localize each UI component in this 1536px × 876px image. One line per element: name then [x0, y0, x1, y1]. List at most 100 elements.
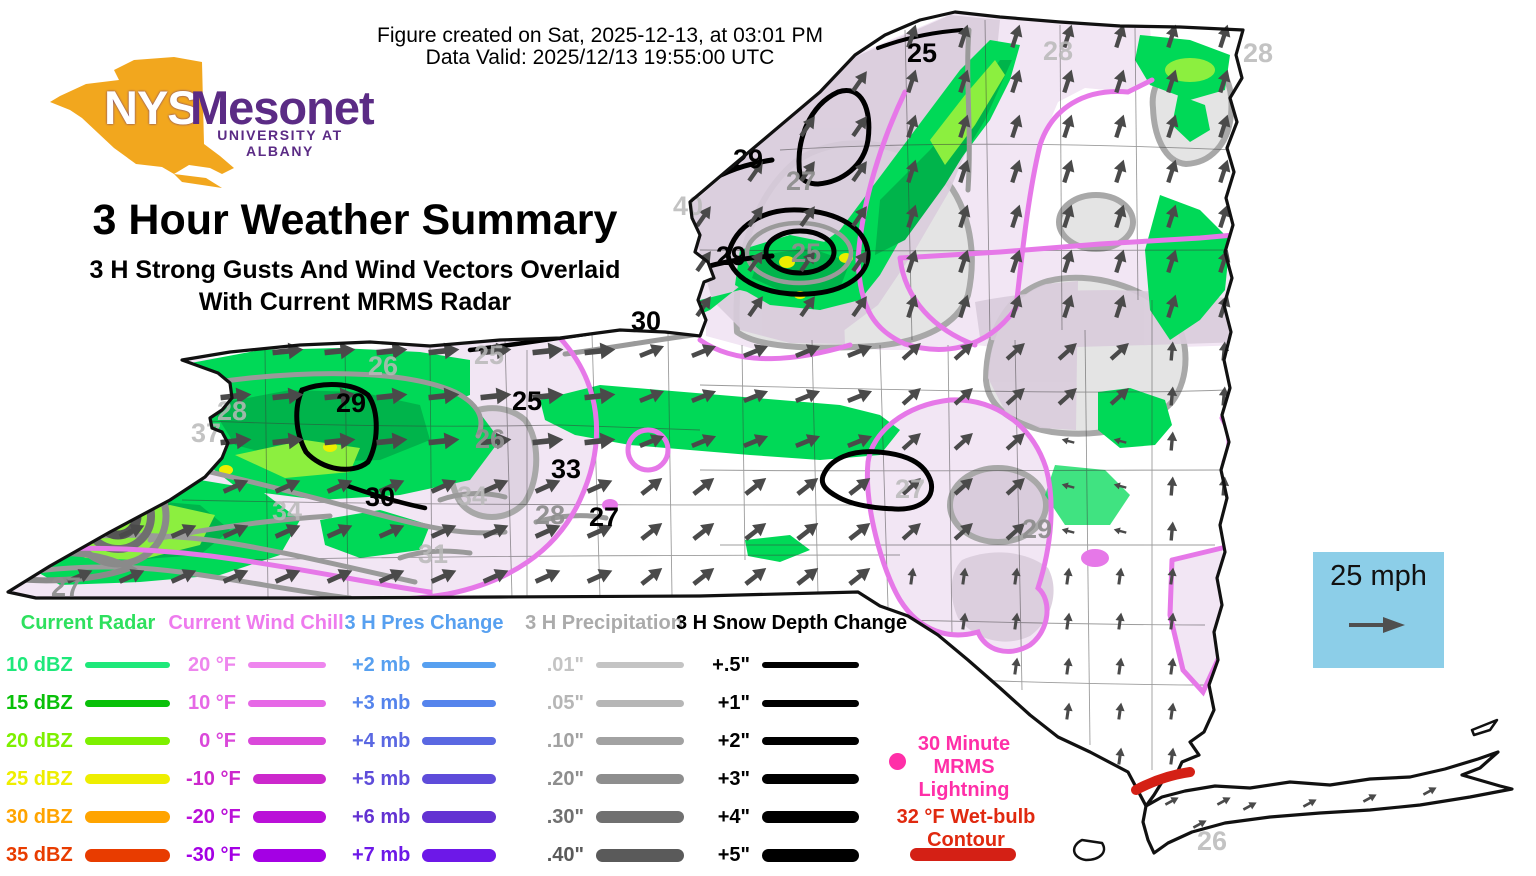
legend-row-line	[762, 737, 859, 745]
wind-arrow-icon	[1005, 432, 1025, 451]
wind-arrow-icon	[953, 522, 973, 541]
wind-arrow-icon	[905, 249, 919, 274]
wetbulb-legend-line	[910, 848, 1016, 861]
wind-arrow-icon	[584, 342, 616, 360]
wind-arrow-icon	[695, 206, 711, 228]
legend-row: +5 mb	[352, 760, 496, 798]
wind-arrow-icon	[1115, 702, 1125, 720]
legend-row-label: 25 dBZ	[6, 767, 73, 790]
contour-label: 29	[716, 241, 746, 271]
wind-arrow-icon	[1063, 657, 1073, 675]
wind-arrow-icon	[851, 116, 867, 138]
legend-row-label: +3 mb	[352, 691, 411, 714]
legend-row: .10"	[524, 722, 684, 760]
wind-arrow-icon	[1115, 567, 1125, 585]
figure-created-text: Figure created on Sat, 2025-12-13, at 03…	[377, 24, 823, 47]
wind-arrow-icon	[1115, 657, 1125, 675]
legend-row: -20 °F	[186, 798, 326, 836]
legend-row-line	[596, 662, 684, 668]
wind-arrow-icon	[1009, 69, 1023, 94]
wind-arrow-icon	[1061, 114, 1075, 139]
wind-arrow-icon	[1217, 114, 1231, 139]
wind-arrow-icon	[795, 389, 821, 404]
contour-label: 28	[1243, 38, 1273, 68]
wind-arrow-icon	[376, 432, 408, 450]
wind-arrow-icon	[953, 477, 973, 496]
wind-arrow-icon	[584, 387, 616, 405]
contour-label: 27	[895, 474, 925, 504]
legend-row-label: .10"	[546, 729, 584, 752]
contour-label: 33	[551, 454, 581, 484]
wind-arrow-icon	[1167, 747, 1177, 765]
lightning-legend-label: 30 Minute MRMS Lightning	[900, 733, 1028, 802]
wind-arrow-icon	[743, 389, 769, 404]
wind-arrow-icon	[1109, 387, 1129, 406]
wind-arrow-icon	[851, 161, 867, 183]
wind-arrow-icon	[66, 569, 93, 584]
wind-arrow-icon	[747, 206, 763, 228]
wind-reference-box: 25 mph	[1313, 552, 1444, 668]
subtitle-line1: 3 H Strong Gusts And Wind Vectors Overla…	[89, 256, 621, 284]
wind-arrow-icon	[378, 479, 405, 494]
wind-arrow-icon	[640, 477, 663, 496]
wind-arrow-icon	[1165, 204, 1179, 229]
legend-row-label: +4"	[717, 805, 750, 828]
legend-row-label: 10 dBZ	[6, 653, 73, 676]
legend-row: 20 °F	[186, 646, 326, 684]
legend-row-line	[422, 662, 496, 668]
wind-arrow-icon	[747, 251, 763, 273]
logo-acronym: NYS	[104, 81, 199, 134]
wind-arrow-icon	[747, 296, 763, 318]
legend-row: +2 mb	[352, 646, 496, 684]
wind-arrow-icon	[1061, 437, 1075, 445]
wind-arrow-icon	[901, 387, 921, 406]
wind-arrow-icon	[274, 569, 301, 584]
wind-arrow-icon	[1165, 249, 1179, 274]
wind-arrow-icon	[274, 479, 301, 494]
legend-row-label: 0 °F	[199, 729, 236, 752]
wind-arrow-icon	[692, 477, 715, 496]
legend-header-wind_chill: Current Wind Chill	[168, 612, 344, 634]
legend-column-radar: Current Radar 10 dBZ 15 dBZ 20 dBZ 25 dBZ 30 …	[6, 612, 170, 874]
legend-row: .30"	[524, 798, 684, 836]
wind-arrow-icon	[1166, 341, 1178, 361]
wind-arrow-icon	[1164, 797, 1179, 806]
wind-arrow-icon	[1061, 159, 1075, 184]
contour-label: 27	[589, 502, 619, 532]
wind-arrow-icon	[430, 479, 457, 494]
legend-row: +1"	[700, 684, 859, 722]
wind-arrow-icon	[324, 387, 356, 405]
wind-arrow-icon	[1165, 159, 1179, 184]
wind-arrow-icon	[378, 524, 405, 539]
legend-row-line	[762, 662, 859, 668]
legend-row-label: .40"	[546, 843, 584, 866]
wind-arrow-icon	[743, 434, 769, 449]
wind-arrow-icon	[851, 251, 867, 273]
legend-row: +4"	[700, 798, 859, 836]
wind-arrow-icon	[905, 294, 919, 319]
wind-arrow-icon	[957, 249, 971, 274]
wind-arrow-icon	[847, 389, 873, 404]
legend-header-snow_depth: 3 H Snow Depth Change	[675, 612, 908, 634]
wind-arrow-icon	[691, 344, 717, 359]
wind-arrow-icon	[795, 434, 821, 449]
contour-label: 29	[733, 144, 763, 174]
legend-row: .05"	[524, 684, 684, 722]
legend-row: .01"	[524, 646, 684, 684]
wind-arrow-icon	[1166, 386, 1178, 406]
wind-arrow-icon	[1113, 294, 1127, 319]
wind-arrow-icon	[691, 389, 717, 404]
legend-row-label: +.5"	[712, 653, 750, 676]
wind-arrow-icon	[428, 432, 460, 450]
wind-arrow-icon	[953, 342, 973, 361]
legend-row-label: +4 mb	[352, 729, 411, 752]
wind-reference-label: 25 mph	[1330, 560, 1427, 592]
wind-arrow-icon	[1362, 794, 1377, 803]
contour-label: 37	[191, 418, 221, 448]
legend-row-line	[84, 737, 170, 745]
wind-arrow-icon	[1218, 386, 1230, 406]
data-valid-text: Data Valid: 2025/12/13 19:55:00 UTC	[425, 46, 775, 69]
wetbulb-legend-label: 32 °F Wet-bulb Contour	[896, 806, 1036, 851]
